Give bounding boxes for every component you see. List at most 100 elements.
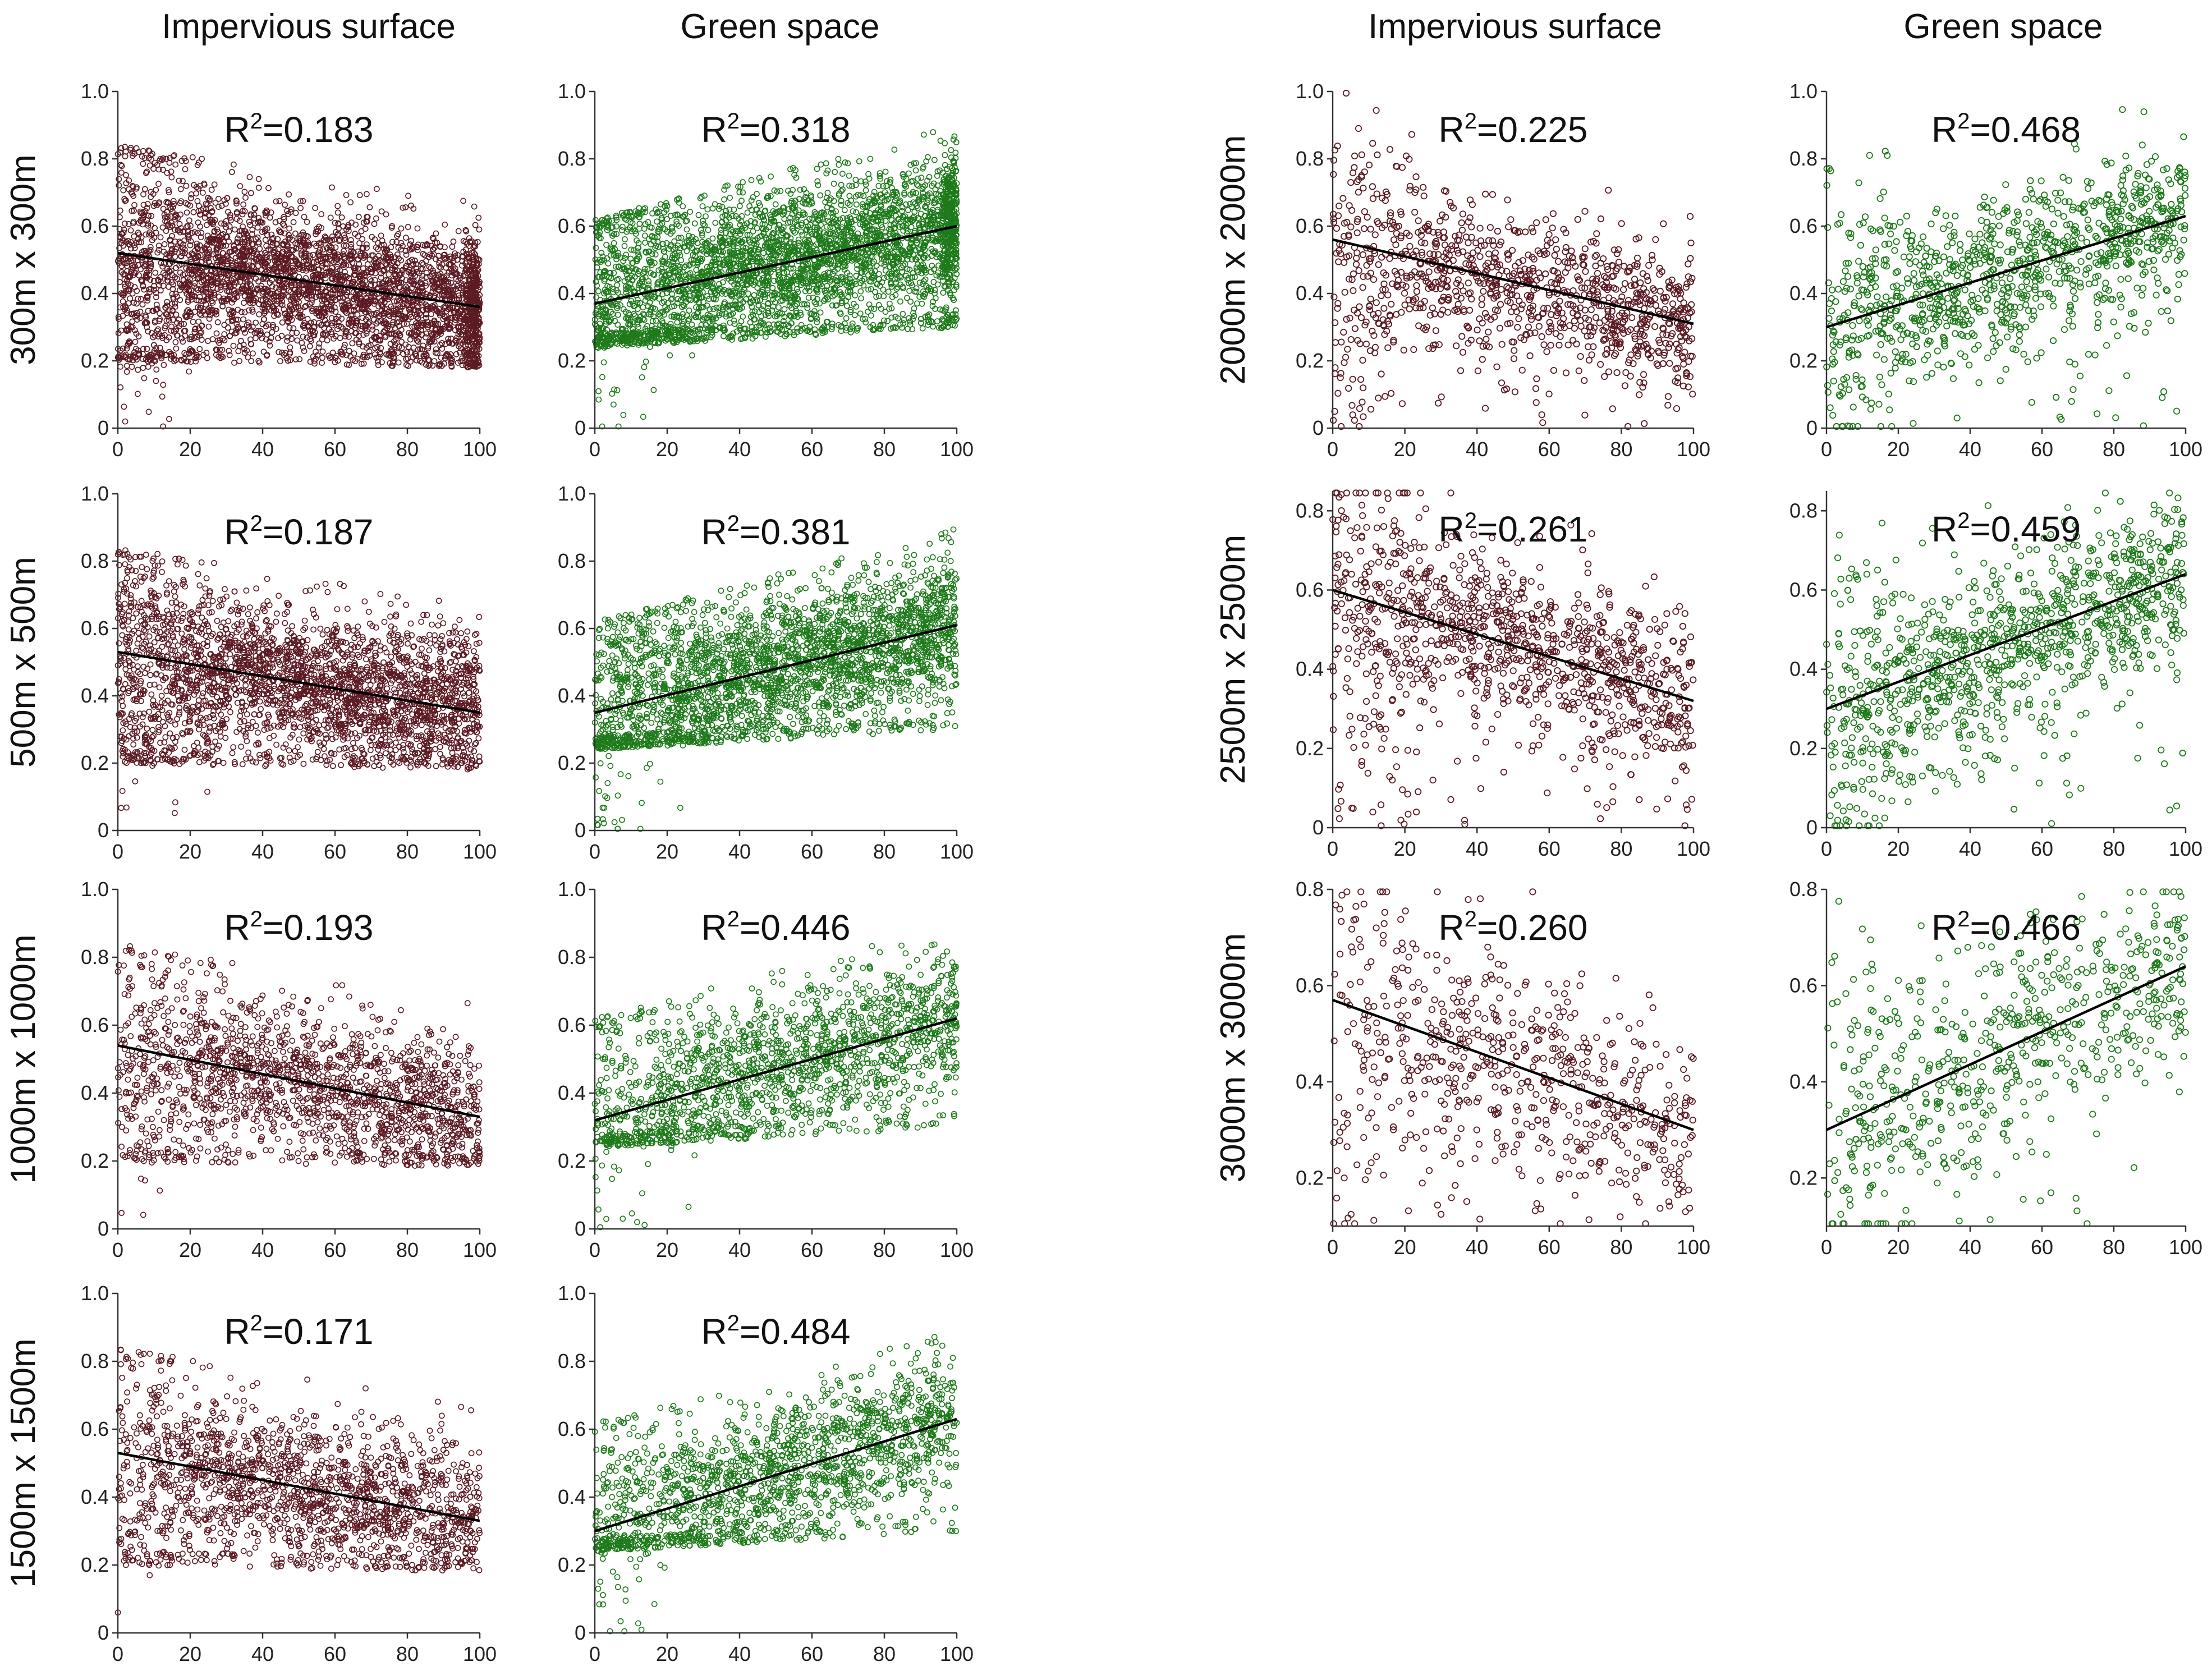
scatter-point bbox=[355, 312, 360, 317]
scatter-point bbox=[210, 337, 215, 342]
scatter-point bbox=[207, 316, 212, 321]
scatter-point bbox=[144, 346, 149, 351]
scatter-point bbox=[352, 351, 357, 356]
scatter-point bbox=[227, 229, 232, 234]
scatter-point bbox=[456, 228, 461, 233]
scatter-point bbox=[249, 190, 254, 195]
scatter-point bbox=[308, 344, 313, 349]
scatter-point bbox=[282, 202, 287, 207]
scatter-point bbox=[242, 189, 247, 194]
row-label-scale: 300m x 300m bbox=[4, 154, 43, 365]
scatter-point bbox=[178, 186, 183, 191]
scatter-point bbox=[396, 360, 401, 365]
scatter-point bbox=[151, 166, 156, 171]
scatter-point bbox=[180, 178, 185, 183]
scatter-point bbox=[338, 336, 343, 341]
scatter-point bbox=[256, 185, 261, 190]
scatter-point bbox=[286, 288, 291, 293]
scatter-point bbox=[177, 297, 182, 302]
scatter-point bbox=[379, 233, 384, 238]
column-title-green-left: Green space bbox=[681, 7, 880, 46]
scatter-point bbox=[185, 210, 190, 215]
scatter-point bbox=[346, 334, 351, 339]
scatter-point bbox=[276, 350, 281, 355]
scatter-point bbox=[156, 181, 161, 186]
scatter-point bbox=[186, 369, 191, 374]
row-label-scale: 1500m x 1500m bbox=[4, 1338, 43, 1588]
scatter-point bbox=[146, 409, 152, 414]
scatter-point bbox=[416, 339, 421, 344]
scatter-point bbox=[429, 311, 434, 316]
scatter-point bbox=[154, 367, 159, 372]
scatter-point bbox=[398, 226, 403, 231]
scatter-point bbox=[344, 192, 349, 198]
scatter-point bbox=[204, 222, 209, 227]
scatter-point bbox=[232, 360, 237, 365]
row-label-scale: 2000m x 2000m bbox=[1214, 135, 1252, 385]
scatter-point bbox=[163, 228, 168, 233]
scatter-point bbox=[180, 339, 185, 344]
scatter-point bbox=[205, 338, 210, 343]
scatter-point bbox=[325, 338, 330, 343]
row-label-scale: 3000m x 3000m bbox=[1214, 933, 1252, 1183]
scatter-point bbox=[195, 199, 200, 204]
scatter-point bbox=[236, 348, 241, 354]
scatter-point bbox=[409, 238, 414, 244]
scatter-point bbox=[169, 291, 175, 296]
scatter-point bbox=[237, 359, 242, 364]
scatter-point bbox=[256, 176, 261, 181]
scatter-point bbox=[473, 222, 478, 227]
scatter-point bbox=[143, 186, 148, 191]
scatter-point bbox=[226, 325, 231, 330]
scatter-point bbox=[320, 349, 325, 354]
scatter-point bbox=[302, 348, 307, 354]
scatter-point bbox=[329, 185, 334, 190]
scatter-point bbox=[293, 231, 298, 236]
scatter-point bbox=[140, 365, 145, 370]
scatter-point bbox=[219, 221, 224, 226]
scatter-point bbox=[253, 221, 258, 226]
scatter-point bbox=[121, 188, 126, 193]
column-titles: Impervious surface Green space Imperviou… bbox=[162, 7, 2103, 46]
scatter-point bbox=[305, 219, 310, 224]
scatter-point bbox=[216, 196, 221, 201]
scatter-point bbox=[153, 378, 158, 383]
row-label-scale: 1000m x 1000m bbox=[4, 934, 43, 1184]
scatter-point bbox=[173, 162, 178, 167]
scatter-point bbox=[187, 218, 192, 223]
scatter-point bbox=[359, 229, 364, 234]
scatter-point bbox=[231, 343, 236, 348]
scatter-point bbox=[348, 200, 353, 205]
scatter-point bbox=[173, 346, 178, 351]
scatter-point bbox=[116, 183, 121, 188]
scatter-point bbox=[357, 241, 362, 246]
scatter-point bbox=[476, 227, 481, 232]
scatter-point bbox=[132, 339, 137, 345]
scatter-point bbox=[472, 204, 477, 209]
scatter-point bbox=[196, 203, 201, 208]
scatter-point bbox=[257, 246, 262, 251]
row-label-scale: 500m x 500m bbox=[4, 557, 43, 768]
scatter-point bbox=[167, 416, 172, 421]
scatter-point bbox=[261, 349, 267, 354]
column-title-impervious-right: Impervious surface bbox=[1368, 7, 1662, 46]
scatter-point bbox=[132, 203, 137, 208]
scatter-point bbox=[420, 251, 425, 256]
scatter-point bbox=[313, 205, 318, 210]
scatter-point bbox=[129, 228, 134, 233]
scatter-point bbox=[167, 160, 172, 166]
scatter-point bbox=[293, 210, 299, 215]
scatter-point bbox=[247, 175, 252, 180]
scatter-point bbox=[286, 192, 291, 197]
scatter-point bbox=[125, 369, 130, 374]
scatter-point bbox=[140, 161, 145, 166]
scatter-point bbox=[424, 258, 429, 263]
scatter-point bbox=[116, 177, 121, 182]
scatter-point bbox=[328, 215, 333, 220]
scatter-point bbox=[183, 183, 189, 189]
scatter-point bbox=[256, 312, 261, 317]
scatter-point bbox=[140, 250, 145, 255]
scatter-point bbox=[301, 345, 306, 350]
